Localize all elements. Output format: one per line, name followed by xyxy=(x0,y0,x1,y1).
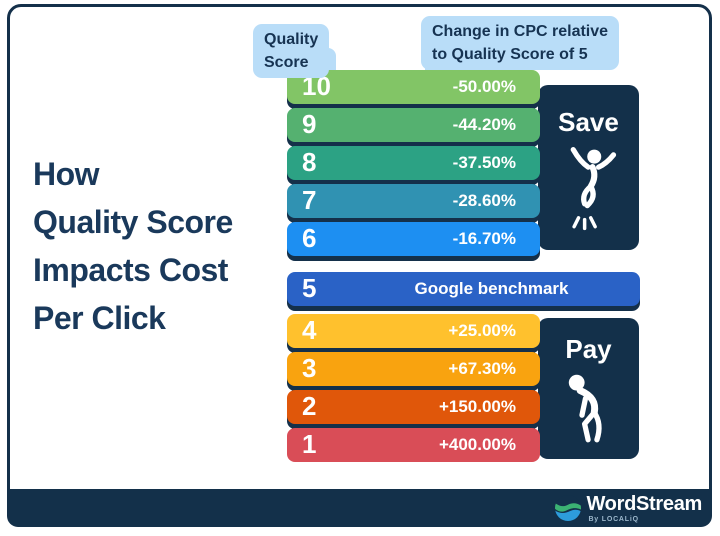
callout-cpc-change: Change in CPC relative to Quality Score … xyxy=(421,16,620,70)
title-line: How xyxy=(33,156,100,192)
bar-value-label: -28.60% xyxy=(452,191,516,210)
title-line: Quality Score xyxy=(33,204,233,240)
bar-score-9: 9 -44.20% xyxy=(287,108,540,142)
callout-line: to Quality Score of 5 xyxy=(432,46,588,63)
bar-score-label: 9 xyxy=(302,109,317,139)
bar-value-label: -50.00% xyxy=(452,77,516,96)
bar-score-2: 2 +150.00% xyxy=(287,390,540,424)
jumping-person-icon xyxy=(561,146,617,237)
page-title: How Quality Score Impacts Cost Per Click xyxy=(33,150,283,342)
bar-score-10: 10 -50.00% xyxy=(287,70,540,104)
callout-quality-score: Quality Score xyxy=(253,24,330,78)
bar-score-label: 4 xyxy=(302,315,317,345)
bar-score-label: 3 xyxy=(302,353,317,383)
bar-score-label: 2 xyxy=(302,391,317,421)
bar-score-label: 1 xyxy=(302,429,317,459)
title-line: Impacts Cost xyxy=(33,252,228,288)
bar-score-7: 7 -28.60% xyxy=(287,184,540,218)
wordstream-globe-icon xyxy=(555,495,582,521)
brand-byline: By LOCALiQ xyxy=(588,515,639,523)
footer-bar: WordStream By LOCALiQ xyxy=(7,489,712,527)
pay-panel: Pay xyxy=(538,318,639,459)
bar-score-4: 4 +25.00% xyxy=(287,314,540,348)
callout-line: Score xyxy=(264,54,309,71)
bent-person-icon xyxy=(564,373,614,450)
bar-value-label: +400.00% xyxy=(438,435,516,454)
bar-value-label: +150.00% xyxy=(438,397,516,416)
bar-score-label: 5 xyxy=(302,273,317,303)
bar-score-3: 3 +67.30% xyxy=(287,352,540,386)
bar-score-label: 6 xyxy=(302,223,317,253)
bar-value-label: -44.20% xyxy=(452,115,516,134)
bar-value-label: -16.70% xyxy=(452,229,516,248)
callout-line: Quality xyxy=(264,31,319,48)
save-panel: Save xyxy=(538,85,639,250)
brand-name: WordStream xyxy=(586,492,702,515)
bar-value-label: -37.50% xyxy=(452,153,516,172)
bar-score-label: 7 xyxy=(302,185,317,215)
bar-score-5-benchmark: 5 Google benchmark xyxy=(287,272,640,306)
bar-value-label: +67.30% xyxy=(448,359,516,378)
wordstream-logo: WordStream By LOCALiQ xyxy=(555,494,702,523)
pay-label: Pay xyxy=(565,334,612,364)
bar-value-label: Google benchmark xyxy=(414,279,569,298)
bar-score-label: 8 xyxy=(302,147,317,177)
bar-score-1: 1 +400.00% xyxy=(287,428,540,462)
title-line: Per Click xyxy=(33,300,166,336)
bar-value-label: +25.00% xyxy=(448,321,516,340)
callout-line: Change in CPC relative xyxy=(432,23,609,40)
save-label: Save xyxy=(558,107,619,137)
bar-score-6: 6 -16.70% xyxy=(287,222,540,256)
bar-score-8: 8 -37.50% xyxy=(287,146,540,180)
